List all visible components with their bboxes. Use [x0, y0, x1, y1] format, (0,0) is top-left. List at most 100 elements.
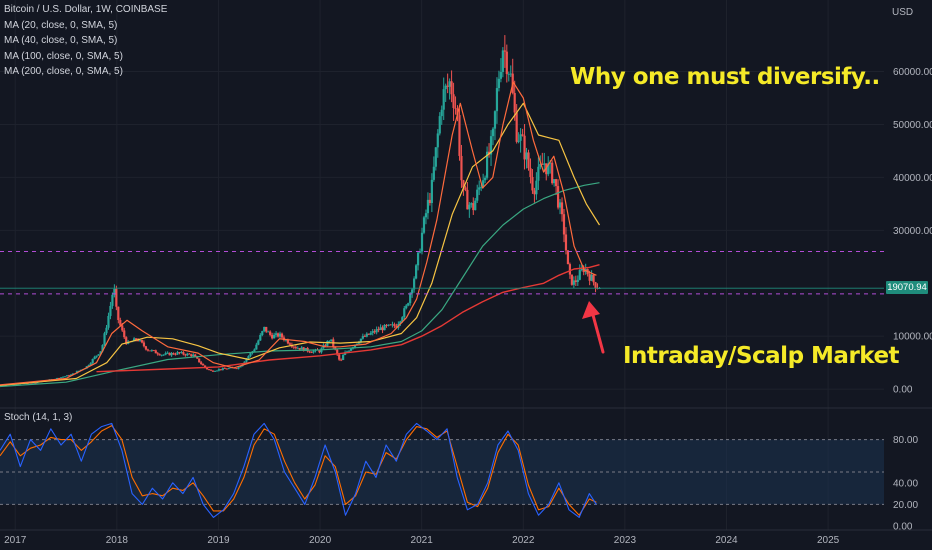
time-tick-label: 2024 [715, 535, 738, 546]
ma100-label[interactable]: MA (100, close, 0, SMA, 5) [4, 50, 123, 62]
candle-body [442, 89, 445, 110]
candle-body [513, 93, 516, 113]
stoch-d-line [0, 425, 597, 516]
stoch-tick-label: 80.00 [893, 435, 918, 446]
candle-body [338, 354, 341, 360]
candle-body [196, 356, 199, 359]
time-tick-label: 2017 [4, 535, 27, 546]
candle-body [202, 364, 205, 366]
candle-body [65, 375, 69, 377]
candle-body [543, 163, 546, 165]
candle-body [501, 50, 504, 72]
candle-body [286, 339, 290, 344]
candle-body [359, 338, 362, 343]
candle-body [355, 343, 359, 345]
candle-body [434, 147, 437, 167]
candle-body [257, 340, 260, 345]
candle-body [523, 135, 526, 160]
candle-body [115, 288, 118, 307]
chart-legend[interactable]: Bitcoin / U.S. Dollar, 1W, COINBASE MA (… [4, 2, 167, 80]
candle-body [474, 200, 477, 211]
candle-body [188, 353, 191, 355]
candle-body [495, 88, 499, 112]
candle-body [294, 347, 297, 349]
candle-body [267, 331, 270, 333]
candle-body [363, 336, 366, 337]
price-tick-label: 10000.00 [893, 332, 932, 343]
candle-body [237, 367, 240, 369]
candle-body [555, 179, 558, 187]
candle-body [393, 324, 396, 327]
symbol-title[interactable]: Bitcoin / U.S. Dollar, 1W, COINBASE [4, 4, 168, 15]
ma200-label[interactable]: MA (200, close, 0, SMA, 5) [4, 66, 123, 77]
candle-body [97, 354, 100, 356]
candle-body [162, 354, 165, 356]
candle-body [541, 163, 544, 165]
candle-body [454, 107, 457, 109]
candle-body [580, 268, 583, 271]
price-tick-label: 30000.00 [893, 226, 932, 237]
candle-body [180, 352, 183, 354]
candle-body [265, 326, 268, 332]
candle-body [517, 140, 520, 142]
candle-body [407, 303, 410, 306]
candle-body [347, 350, 351, 352]
candle-body [395, 326, 398, 328]
candle-body [482, 180, 485, 187]
candle-body [373, 331, 376, 333]
candle-body [499, 71, 502, 79]
candle-body [371, 331, 374, 333]
candle-body [158, 354, 161, 356]
candle-body [170, 353, 173, 356]
candle-body [418, 251, 422, 253]
candle-body [464, 187, 467, 190]
candle-body [192, 354, 195, 357]
stoch-tick-label: 40.00 [893, 478, 918, 489]
candle-body [353, 344, 357, 348]
candle-body [448, 81, 451, 87]
candle-body [592, 274, 595, 283]
candle-body [428, 199, 432, 204]
candle-body [560, 202, 564, 215]
candle-body [462, 180, 465, 188]
candle-body [288, 343, 291, 345]
candle-body [409, 293, 412, 304]
ma200-line [96, 264, 600, 373]
candle-body [119, 319, 122, 326]
candle-body [570, 274, 573, 285]
ma20-label[interactable]: MA (20, close, 0, SMA, 5) [4, 19, 118, 31]
candle-body [166, 352, 169, 354]
ma40-line [0, 102, 601, 386]
candle-body [312, 350, 315, 353]
candle-body [160, 354, 163, 356]
candle-body [399, 321, 402, 325]
annotation-intraday: Intraday/Scalp Market [623, 343, 900, 369]
candle-body [261, 331, 264, 335]
candle-body [340, 359, 343, 361]
candle-body [562, 214, 566, 235]
price-tick-label: 0.00 [893, 385, 913, 396]
time-tick-label: 2020 [309, 535, 332, 546]
candle-body [379, 327, 382, 331]
ma20-line [0, 81, 597, 386]
annotation-diversify: Why one must diversify.. [570, 64, 880, 90]
candle-body [91, 359, 94, 364]
candle-body [146, 349, 150, 351]
candle-body [558, 202, 562, 208]
candle-body [200, 362, 203, 365]
stoch-label[interactable]: Stoch (14, 1, 3) [4, 412, 73, 423]
candle-body [472, 203, 475, 211]
candle-body [178, 352, 181, 354]
candle-body [432, 166, 435, 180]
candle-body [249, 353, 252, 357]
candle-body [574, 280, 577, 283]
candle-body [446, 85, 449, 87]
candle-body [342, 354, 345, 361]
ma40-label[interactable]: MA (40, close, 0, SMA, 5) [4, 35, 118, 46]
candle-body [503, 50, 506, 52]
candle-body [103, 333, 106, 346]
candle-body [491, 128, 495, 137]
candle-body [489, 136, 493, 155]
candle-body [497, 78, 501, 89]
